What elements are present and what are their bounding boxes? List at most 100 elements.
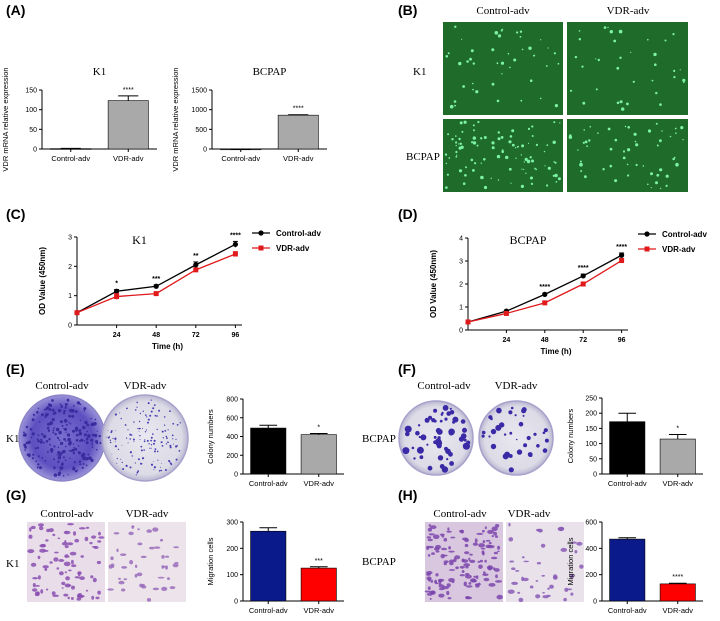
- colony: [87, 453, 90, 456]
- fluorescent-cell: [521, 48, 524, 51]
- fluorescent-cell: [665, 184, 668, 187]
- fluorescent-cell: [444, 153, 448, 156]
- migrated-cell: [511, 581, 518, 586]
- colony: [98, 434, 101, 438]
- fluorescent-cell: [470, 49, 474, 53]
- colony: [522, 414, 525, 417]
- x-tick-label: 96: [618, 337, 626, 344]
- migrated-cell: [152, 527, 159, 532]
- migrated-cell: [542, 592, 545, 594]
- migrated-cell: [35, 585, 40, 587]
- colony: [107, 430, 109, 432]
- fluorescence-panel: Control-adv VDR-adv K1 BCPAP: [406, 5, 688, 192]
- migrated-cell: [427, 545, 434, 549]
- fluorescent-cell: [607, 26, 609, 29]
- colony: [62, 449, 66, 454]
- colony: [508, 410, 513, 415]
- migrated-cell: [491, 556, 498, 560]
- fluorescent-cell: [584, 175, 587, 179]
- migrated-cell: [535, 594, 541, 599]
- migrated-cell: [49, 561, 53, 564]
- fluorescent-cell: [675, 162, 679, 167]
- migrated-cell: [448, 550, 455, 553]
- fluorescent-cell: [683, 81, 685, 84]
- fluorescent-cell: [656, 173, 660, 177]
- migrated-cell: [522, 577, 529, 582]
- colony: [72, 467, 76, 471]
- x-tick-label: VDR-adv: [113, 154, 144, 163]
- colony: [153, 404, 156, 406]
- colony: [465, 444, 469, 449]
- colony: [152, 433, 154, 435]
- migrated-cell: [146, 598, 152, 602]
- colony: [83, 410, 86, 412]
- colony: [159, 466, 161, 468]
- chart-e: 0 200 400 600 800 Colony numbers Control-adv VD…: [206, 397, 344, 488]
- colony: [168, 461, 171, 463]
- data-point: [153, 283, 159, 289]
- colony: [39, 421, 41, 423]
- chart-g: 0 100 200 300 Migration cells Control-adv VDR-…: [206, 520, 344, 615]
- fluorescent-cell: [581, 65, 584, 68]
- colony: [153, 439, 156, 442]
- colony: [153, 466, 156, 469]
- fluorescent-cell: [501, 150, 505, 153]
- migrated-cell: [570, 592, 574, 596]
- fluorescent-cell: [597, 58, 600, 62]
- migrated-cell: [80, 555, 84, 558]
- fluorescent-cell: [535, 168, 537, 171]
- fluorescent-cell: [632, 80, 635, 83]
- colony: [114, 445, 117, 448]
- fluorescent-cell: [655, 122, 658, 125]
- fluorescent-cell: [634, 140, 637, 143]
- chart-title: BCPAP: [253, 66, 287, 78]
- colony: [446, 458, 449, 461]
- x-tick-label: Control-adv: [51, 154, 90, 163]
- fluorescent-cell: [461, 38, 463, 40]
- x-tick-label: VDR-adv: [663, 479, 694, 488]
- migrated-cell: [427, 554, 431, 557]
- fluorescent-cell: [520, 99, 523, 102]
- colony: [169, 444, 172, 447]
- significance-marker: *: [676, 425, 679, 432]
- colony: [94, 418, 97, 421]
- migrated-cell: [152, 587, 160, 591]
- colony: [31, 419, 34, 421]
- colony: [110, 441, 112, 444]
- colony: [85, 464, 88, 467]
- migrated-cell: [30, 562, 37, 567]
- fluorescent-cell: [546, 184, 549, 187]
- data-point: [503, 310, 509, 316]
- migrated-cell: [28, 534, 33, 539]
- fluor-image-bcpap-control: [443, 119, 563, 192]
- colony: [481, 434, 485, 438]
- y-axis-label: VDR mRNA relative expression: [171, 67, 180, 171]
- colony: [44, 459, 47, 462]
- colony: [141, 457, 145, 460]
- fluorescent-cell: [583, 129, 585, 131]
- data-point: [580, 273, 586, 279]
- data-point: [74, 310, 80, 316]
- fluorescent-cell: [501, 73, 503, 75]
- data-point: [542, 291, 548, 297]
- fluorescent-cell: [607, 127, 611, 131]
- colony: [58, 439, 61, 441]
- colony: [119, 412, 121, 414]
- colony: [43, 441, 45, 444]
- colony: [138, 420, 141, 423]
- migrated-cell: [128, 531, 134, 536]
- colony: [47, 429, 51, 432]
- colony: [90, 458, 94, 462]
- colony: [41, 413, 44, 417]
- migrated-cell: [430, 525, 437, 529]
- dish-row-label-e: K1: [6, 433, 19, 445]
- migrated-cell: [493, 531, 497, 536]
- colony: [153, 469, 155, 471]
- colony: [139, 439, 141, 441]
- colony-dish-f-vdr: [478, 400, 554, 476]
- colony: [86, 430, 88, 433]
- transwell-label-g-vdr: VDR-adv: [126, 508, 169, 520]
- migrated-cell: [431, 552, 435, 555]
- migrated-cell: [428, 533, 435, 536]
- colony: [63, 427, 65, 430]
